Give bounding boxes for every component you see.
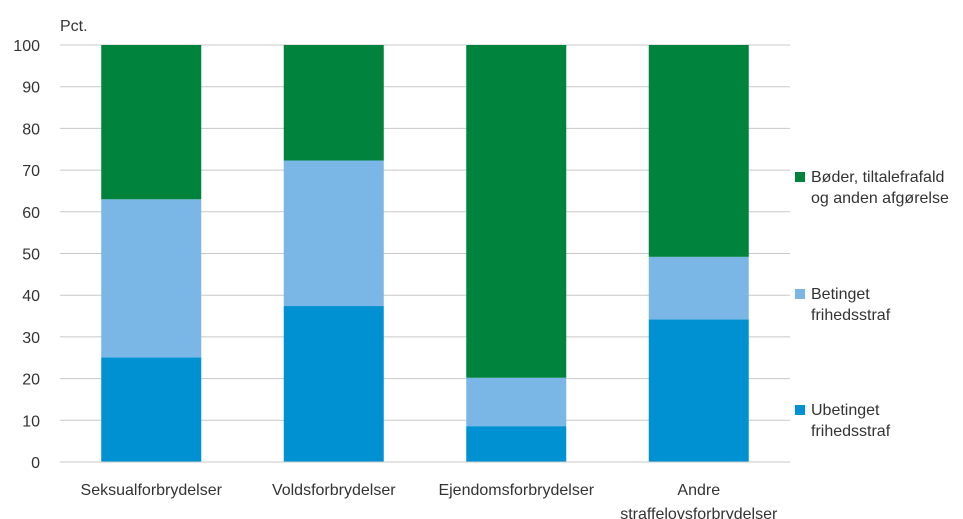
bar-segment <box>648 256 749 320</box>
y-tick-label: 30 <box>22 330 40 347</box>
x-category-label: Ejendomsforbrydelser <box>438 482 594 499</box>
x-category-label: straffelovsforbrydelser <box>620 506 778 519</box>
bar-segment <box>283 160 384 307</box>
bar-segment <box>466 426 567 462</box>
y-tick-label: 90 <box>22 80 40 97</box>
x-category-label: Andre <box>677 482 720 499</box>
legend-label-line: Betinget <box>811 286 870 303</box>
legend-label: Bøder, tiltalefrafald og anden afgørelse <box>811 167 963 209</box>
bar-segment <box>466 45 567 378</box>
y-tick-label: 100 <box>13 38 40 55</box>
y-axis-unit-label: Pct. <box>60 18 88 35</box>
bar-segment <box>283 306 384 462</box>
bar-segment <box>283 45 384 161</box>
x-category-label: Seksualforbrydelser <box>81 482 223 499</box>
legend-label-line: Ubetinget <box>811 402 880 419</box>
y-tick-label: 60 <box>22 205 40 222</box>
legend-label-line: frihedsstraf <box>811 423 891 440</box>
y-tick-label: 70 <box>22 163 40 180</box>
x-axis-labels: Seksualforbrydelser Voldsforbrydelser Ejen… <box>81 482 778 519</box>
legend-swatch <box>795 172 805 182</box>
legend-label-line: og anden afgørelse <box>811 190 949 207</box>
x-category-label: Voldsforbrydelser <box>272 482 396 499</box>
bar-segment <box>648 45 749 257</box>
y-tick-label: 80 <box>22 121 40 138</box>
y-tick-label: 50 <box>22 247 40 264</box>
legend-label-line: frihedsstraf <box>811 307 891 324</box>
bar-segment <box>101 357 202 462</box>
bar-segment <box>648 319 749 462</box>
y-tick-label: 40 <box>22 288 40 305</box>
y-axis-ticks: 0 10 20 30 40 50 60 70 80 90 100 <box>13 38 40 472</box>
y-tick-label: 10 <box>22 413 40 430</box>
legend-swatch <box>795 289 805 299</box>
legend-swatch <box>795 405 805 415</box>
bars <box>101 45 749 462</box>
y-tick-label: 0 <box>31 455 40 472</box>
y-tick-label: 20 <box>22 372 40 389</box>
legend-label-line: Bøder, tiltalefrafald <box>811 169 945 186</box>
bar-segment <box>101 199 202 358</box>
bar-segment <box>101 45 202 200</box>
bar-segment <box>466 377 567 427</box>
legend-label: Betinget frihedsstraf <box>811 284 963 326</box>
legend-label: Ubetinget frihedsstraf <box>811 400 963 442</box>
